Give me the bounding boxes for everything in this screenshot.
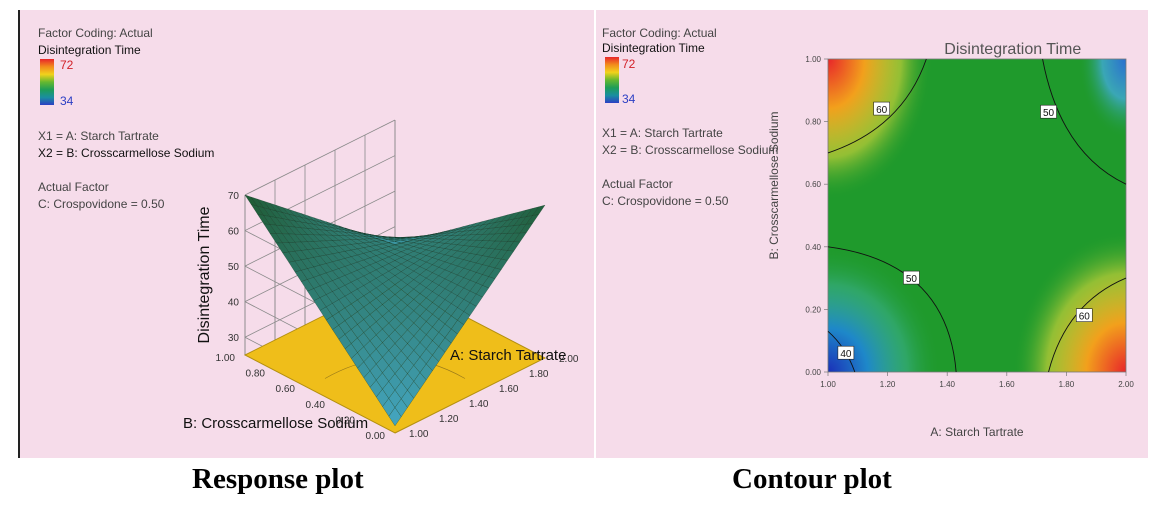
x-tick-label: 2.00 xyxy=(1118,380,1134,389)
contour-label-box xyxy=(903,270,920,285)
legend-min: 34 xyxy=(622,92,636,106)
actual-factor-heading: Actual Factor xyxy=(38,180,109,194)
contour-labels: 60 50 50 60 40 xyxy=(837,101,1093,360)
contour-plot-panel: Factor Coding: Actual Disintegration Tim… xyxy=(596,10,1148,458)
contour-lines xyxy=(827,58,1127,373)
legend-max: 72 xyxy=(622,57,636,71)
color-legend-bar xyxy=(40,59,54,105)
contour-label: 40 xyxy=(840,349,852,360)
y-tick-label: 0.20 xyxy=(336,415,356,426)
factor-coding-label: Factor Coding: Actual xyxy=(38,26,153,40)
contour-label: 50 xyxy=(1043,108,1055,119)
x1-label: X1 = A: Starch Tartrate xyxy=(38,129,159,143)
y-axis-label: B: Crosscarmellose Sodium xyxy=(767,111,781,259)
x-tick-label: 1.60 xyxy=(499,384,519,395)
z-tick-label: 50 xyxy=(228,262,240,273)
x1-label: X1 = A: Starch Tartrate xyxy=(602,126,723,140)
contour-plot-caption: Contour plot xyxy=(732,463,892,495)
x-tick-label: 1.20 xyxy=(439,414,459,425)
y-tick-label: 0.40 xyxy=(805,243,821,252)
y-tick-label: 0.80 xyxy=(246,369,266,380)
y-tick-label: 0.60 xyxy=(805,180,821,189)
contour-high-region xyxy=(828,59,933,200)
x-tick-label: 1.40 xyxy=(469,399,489,410)
contour-tick-labels: 1.00 1.20 1.40 1.60 1.80 2.00 0.00 0.20 0.40 0.60… xyxy=(805,55,1134,389)
actual-factor-value: C: Crospovidone = 0.50 xyxy=(38,197,165,211)
response-surface-chart: 1.00 1.20 1.40 1.60 1.80 2.00 0.00 0.20 0.40 0.60… xyxy=(183,119,579,442)
legend-max: 72 xyxy=(60,58,74,72)
x-tick-label: 1.20 xyxy=(880,380,896,389)
x-tick-label: 1.00 xyxy=(409,429,429,440)
chart-title: Disintegration Time xyxy=(944,41,1081,58)
z-tick-label: 30 xyxy=(228,333,240,344)
color-legend-bar xyxy=(605,57,619,103)
factor-coding-label: Factor Coding: Actual xyxy=(602,26,717,40)
x-tick-label: 1.80 xyxy=(529,369,549,380)
contour-high-region xyxy=(1012,231,1126,372)
y-tick-label: 0.20 xyxy=(805,305,821,314)
contour-low-region xyxy=(1066,59,1126,160)
z-axis-label: Disintegration Time xyxy=(196,206,213,343)
x-tick-label: 1.40 xyxy=(939,380,955,389)
contour-fill xyxy=(827,58,1127,373)
surface-mesh xyxy=(244,194,546,427)
y-tick-label: 0.80 xyxy=(805,118,821,127)
legend-title: Disintegration Time xyxy=(38,43,141,57)
x2-label: X2 = B: Crosscarmellose Sodium xyxy=(602,143,779,157)
y-tick-label: 1.00 xyxy=(805,55,821,64)
contour-label: 50 xyxy=(906,274,918,285)
x-tick-label: 2.00 xyxy=(559,354,579,365)
x-tick-label: 1.60 xyxy=(999,380,1015,389)
contour-label: 60 xyxy=(876,105,888,116)
z-tick-label: 60 xyxy=(228,227,240,238)
y-tick-label: 0.40 xyxy=(306,400,326,411)
y-axis-label: B: Crosscarmellose Sodium xyxy=(183,415,368,432)
legend-min: 34 xyxy=(60,94,74,108)
contour-line xyxy=(827,58,927,154)
y-tick-label: 1.00 xyxy=(216,353,236,364)
contour-line xyxy=(1042,58,1127,185)
contour-label-box xyxy=(837,345,855,360)
response-plot-caption: Response plot xyxy=(192,463,364,495)
z-tick-label: 40 xyxy=(228,298,240,309)
x2-label: X2 = B: Crosscarmellose Sodium xyxy=(38,146,215,160)
x-tick-label: 1.00 xyxy=(820,380,836,389)
y-tick-label: 0.00 xyxy=(366,431,386,442)
contour-label-box xyxy=(1075,308,1093,322)
surface-cell xyxy=(532,204,546,216)
grid-line xyxy=(244,119,396,196)
y-tick-label: 0.60 xyxy=(276,384,296,395)
actual-factor-value: C: Crospovidone = 0.50 xyxy=(602,194,729,208)
contour-label-box xyxy=(1040,104,1057,119)
contour-chart: 60 50 50 60 40 1.00 1.20 1.40 1.60 1.80 2.00 0.00 0… xyxy=(767,41,1134,439)
plot-frame xyxy=(827,58,1127,373)
x-axis-label: A: Starch Tartrate xyxy=(930,425,1023,439)
z-tick-label: 70 xyxy=(228,191,240,202)
contour-label: 60 xyxy=(1079,312,1091,323)
legend-title: Disintegration Time xyxy=(602,41,705,55)
contour-label-box xyxy=(873,101,890,116)
y-tick-label: 0.00 xyxy=(805,368,821,377)
surface-tick-labels: 1.00 1.20 1.40 1.60 1.80 2.00 0.00 0.20 0.40 0.60… xyxy=(216,191,579,442)
response-plot-panel: Factor Coding: Actual Disintegration Tim… xyxy=(18,10,594,458)
x-axis-label: A: Starch Tartrate xyxy=(450,347,566,364)
actual-factor-heading: Actual Factor xyxy=(602,177,673,191)
contour-line xyxy=(827,246,957,373)
x-tick-label: 1.80 xyxy=(1059,380,1075,389)
